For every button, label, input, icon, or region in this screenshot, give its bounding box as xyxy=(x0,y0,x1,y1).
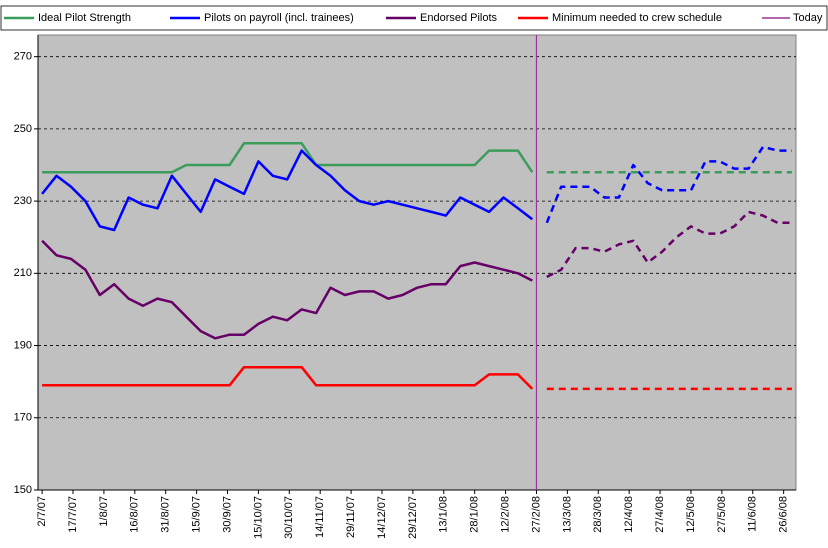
x-tick-label: 13/3/08 xyxy=(561,496,573,533)
x-tick-label: 15/10/07 xyxy=(252,496,264,539)
x-tick-label: 29/11/07 xyxy=(345,496,357,538)
legend-label: Today xyxy=(793,12,823,24)
x-tick-label: 12/5/08 xyxy=(685,496,697,533)
x-tick-label: 26/6/08 xyxy=(778,496,790,533)
x-tick-label: 28/1/08 xyxy=(469,496,481,533)
x-tick-label: 31/8/07 xyxy=(160,496,172,533)
forecast-line xyxy=(546,210,792,279)
y-tick-label: 270 xyxy=(14,51,32,63)
legend-label: Endorsed Pilots xyxy=(420,12,498,24)
legend-label: Pilots on payroll (incl. trainees) xyxy=(204,12,354,24)
x-tick-label: 11/6/08 xyxy=(747,496,759,532)
x-tick-label: 15/9/07 xyxy=(191,496,203,533)
x-tick-label: 30/10/07 xyxy=(283,496,295,539)
legend-label: Minimum needed to crew schedule xyxy=(552,12,722,24)
x-tick-label: 13/1/08 xyxy=(438,496,450,533)
series-line xyxy=(41,239,533,340)
x-tick-label: 14/12/07 xyxy=(376,496,388,539)
x-tick-label: 29/12/07 xyxy=(407,496,419,539)
y-tick-label: 190 xyxy=(14,339,32,351)
series-line xyxy=(42,142,534,174)
series-line xyxy=(41,149,534,232)
x-tick-label: 27/5/08 xyxy=(716,496,728,533)
legend-label: Ideal Pilot Strength xyxy=(38,12,131,24)
x-tick-label: 1/8/07 xyxy=(98,496,110,527)
x-tick-label: 17/7/07 xyxy=(67,496,79,533)
x-tick-label: 2/7/07 xyxy=(36,496,48,527)
y-tick-label: 210 xyxy=(14,267,32,279)
x-tick-label: 12/2/08 xyxy=(499,496,511,533)
x-tick-label: 28/3/08 xyxy=(592,496,604,533)
x-tick-label: 14/11/07 xyxy=(314,496,326,538)
plot-area xyxy=(37,34,797,491)
y-tick-label: 170 xyxy=(14,412,32,424)
forecast-line xyxy=(545,145,792,224)
series-line xyxy=(42,365,534,390)
x-tick-label: 30/9/07 xyxy=(221,496,233,533)
x-tick-label: 12/4/08 xyxy=(623,496,635,533)
y-tick-label: 250 xyxy=(14,123,32,135)
y-tick-label: 230 xyxy=(14,195,32,207)
x-tick-label: 27/2/08 xyxy=(530,496,542,533)
x-tick-label: 16/8/07 xyxy=(129,496,141,533)
y-tick-label: 150 xyxy=(14,484,32,496)
x-tick-label: 27/4/08 xyxy=(654,496,666,533)
